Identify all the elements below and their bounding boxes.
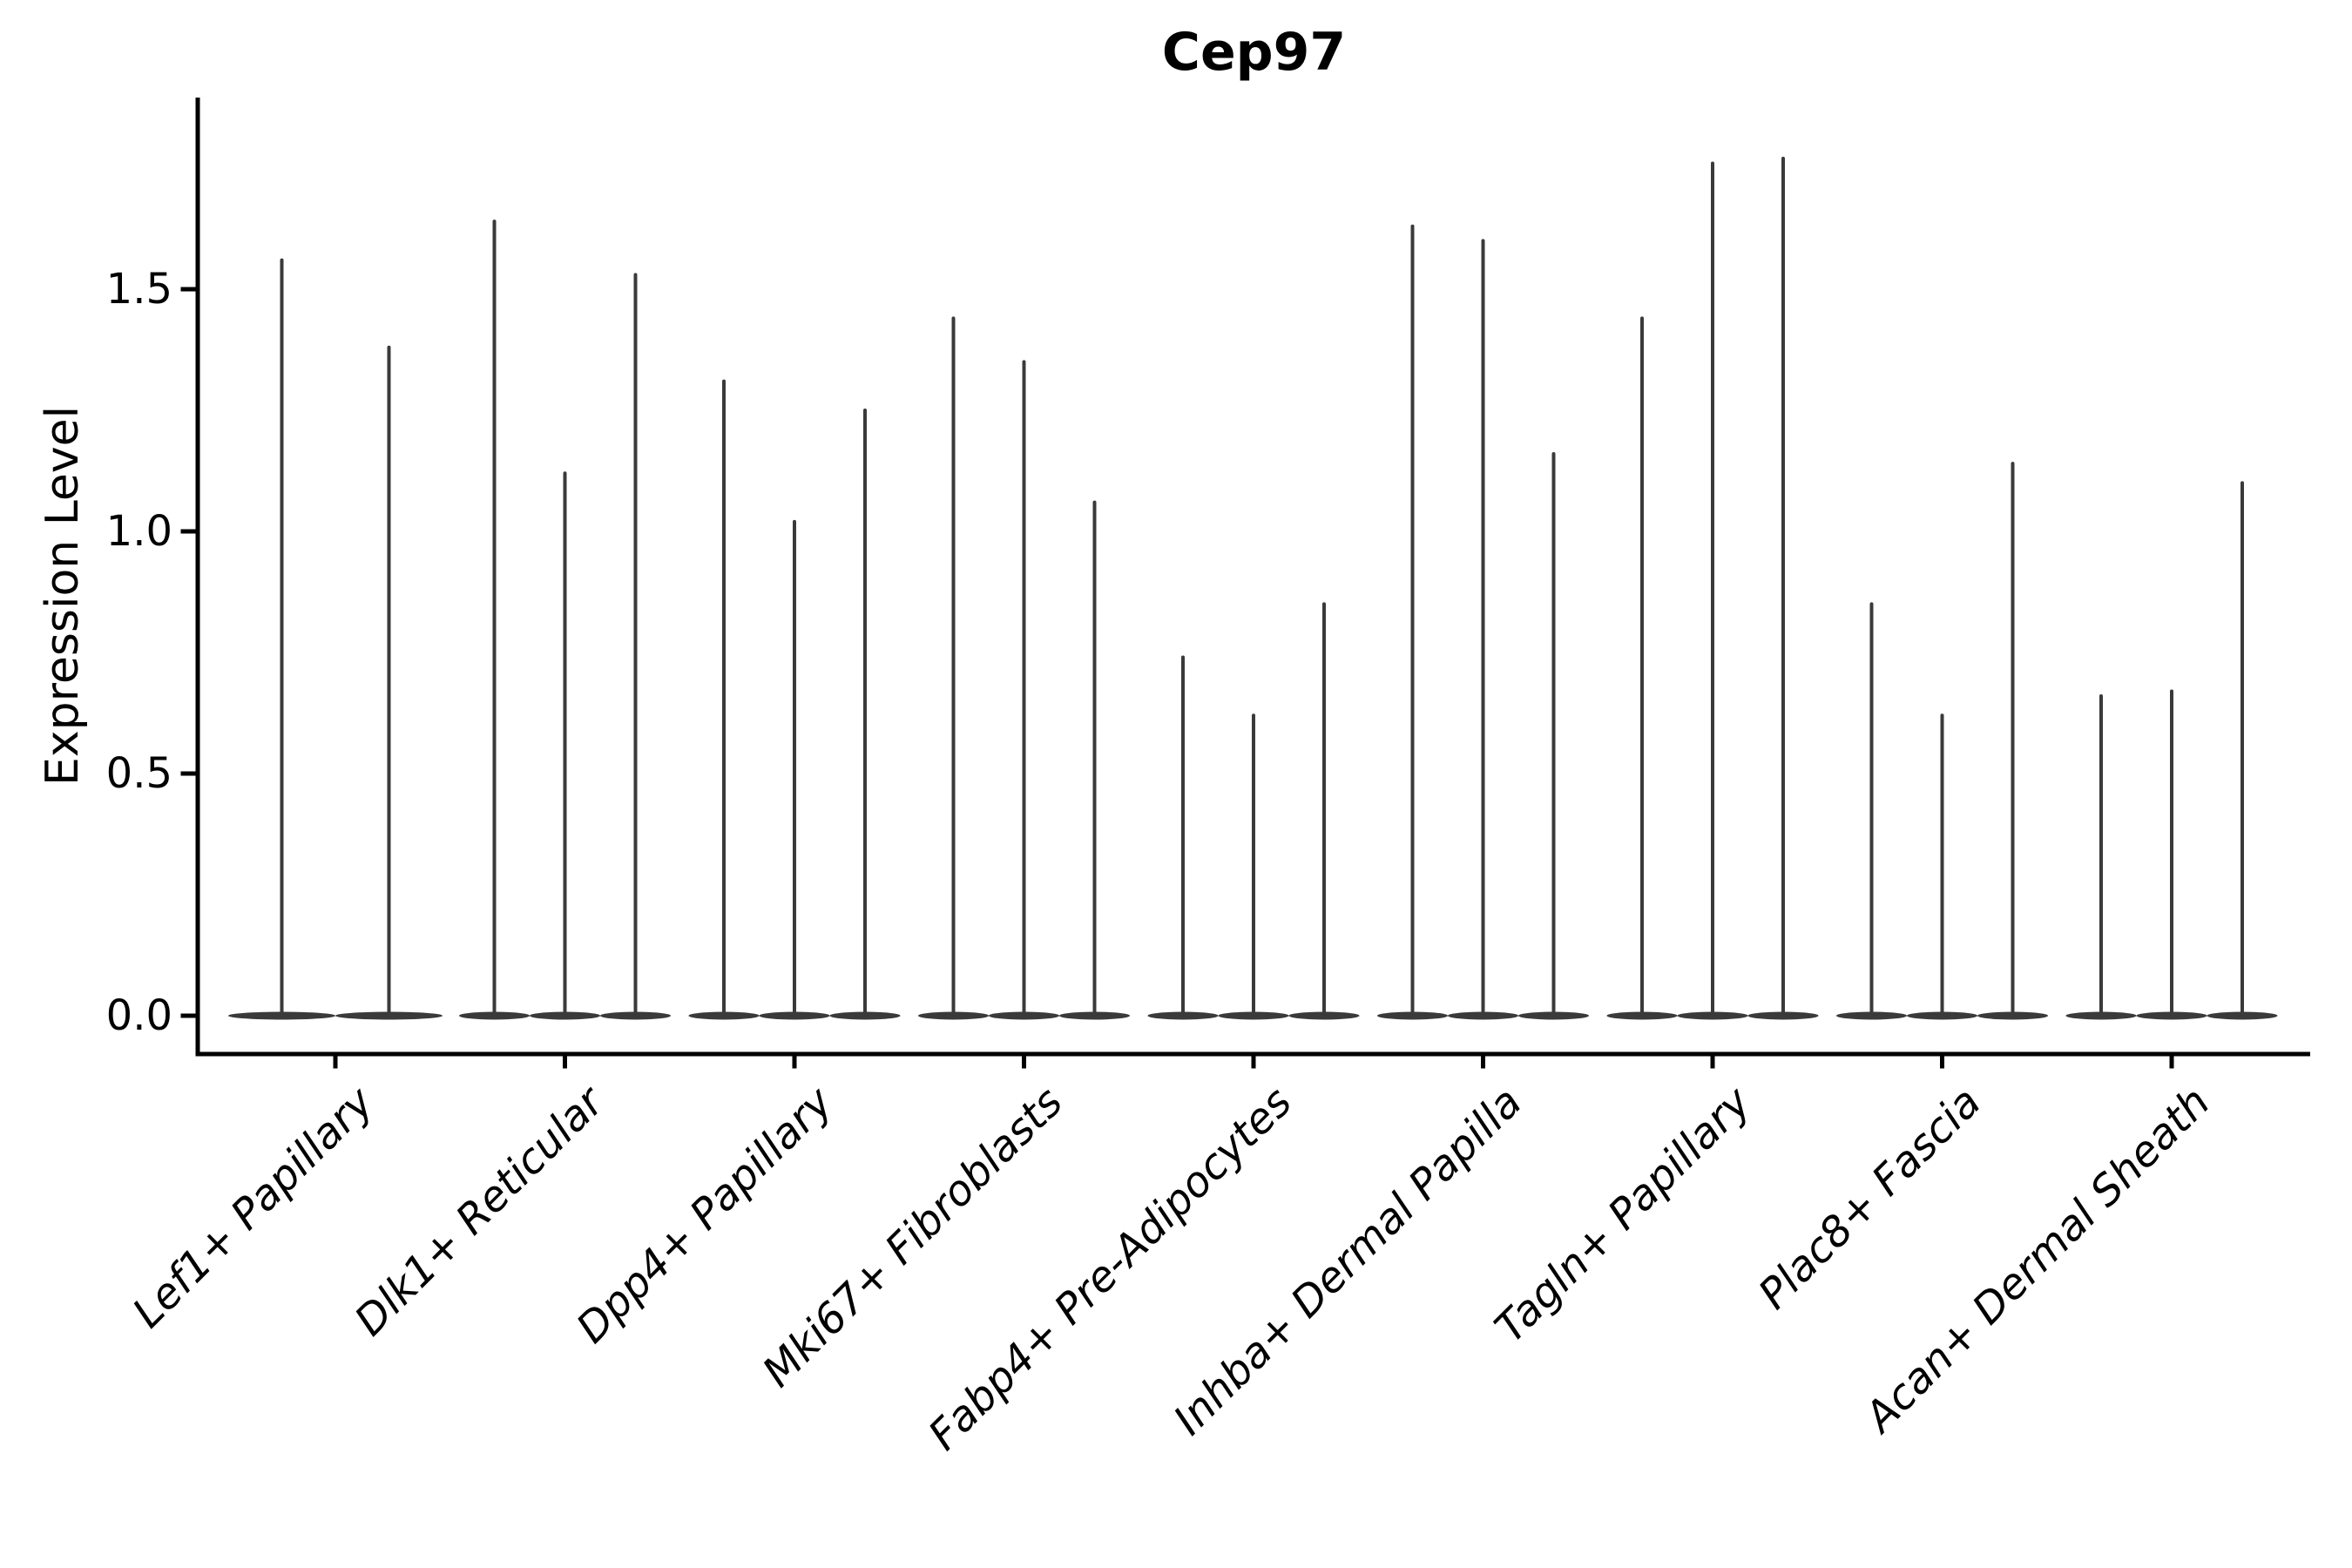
violin-group: [1147, 602, 1360, 1020]
y-tick-label: 0.0: [105, 991, 172, 1040]
y-tick-label: 1.0: [105, 507, 172, 556]
y-axis-label: Expression Level: [37, 405, 89, 787]
violin-group: [228, 258, 443, 1020]
violin-group: [1377, 224, 1589, 1020]
violin-group: [2065, 481, 2278, 1020]
plot-title: Cep97: [1161, 22, 1347, 83]
y-tick-label: 1.5: [105, 265, 172, 314]
violin-group: [688, 379, 901, 1020]
violin-group: [918, 316, 1130, 1020]
violin-group: [1836, 462, 2048, 1020]
y-tick-label: 0.5: [105, 749, 172, 798]
violin-group: [459, 220, 671, 1020]
violin-group: [1606, 156, 1819, 1020]
